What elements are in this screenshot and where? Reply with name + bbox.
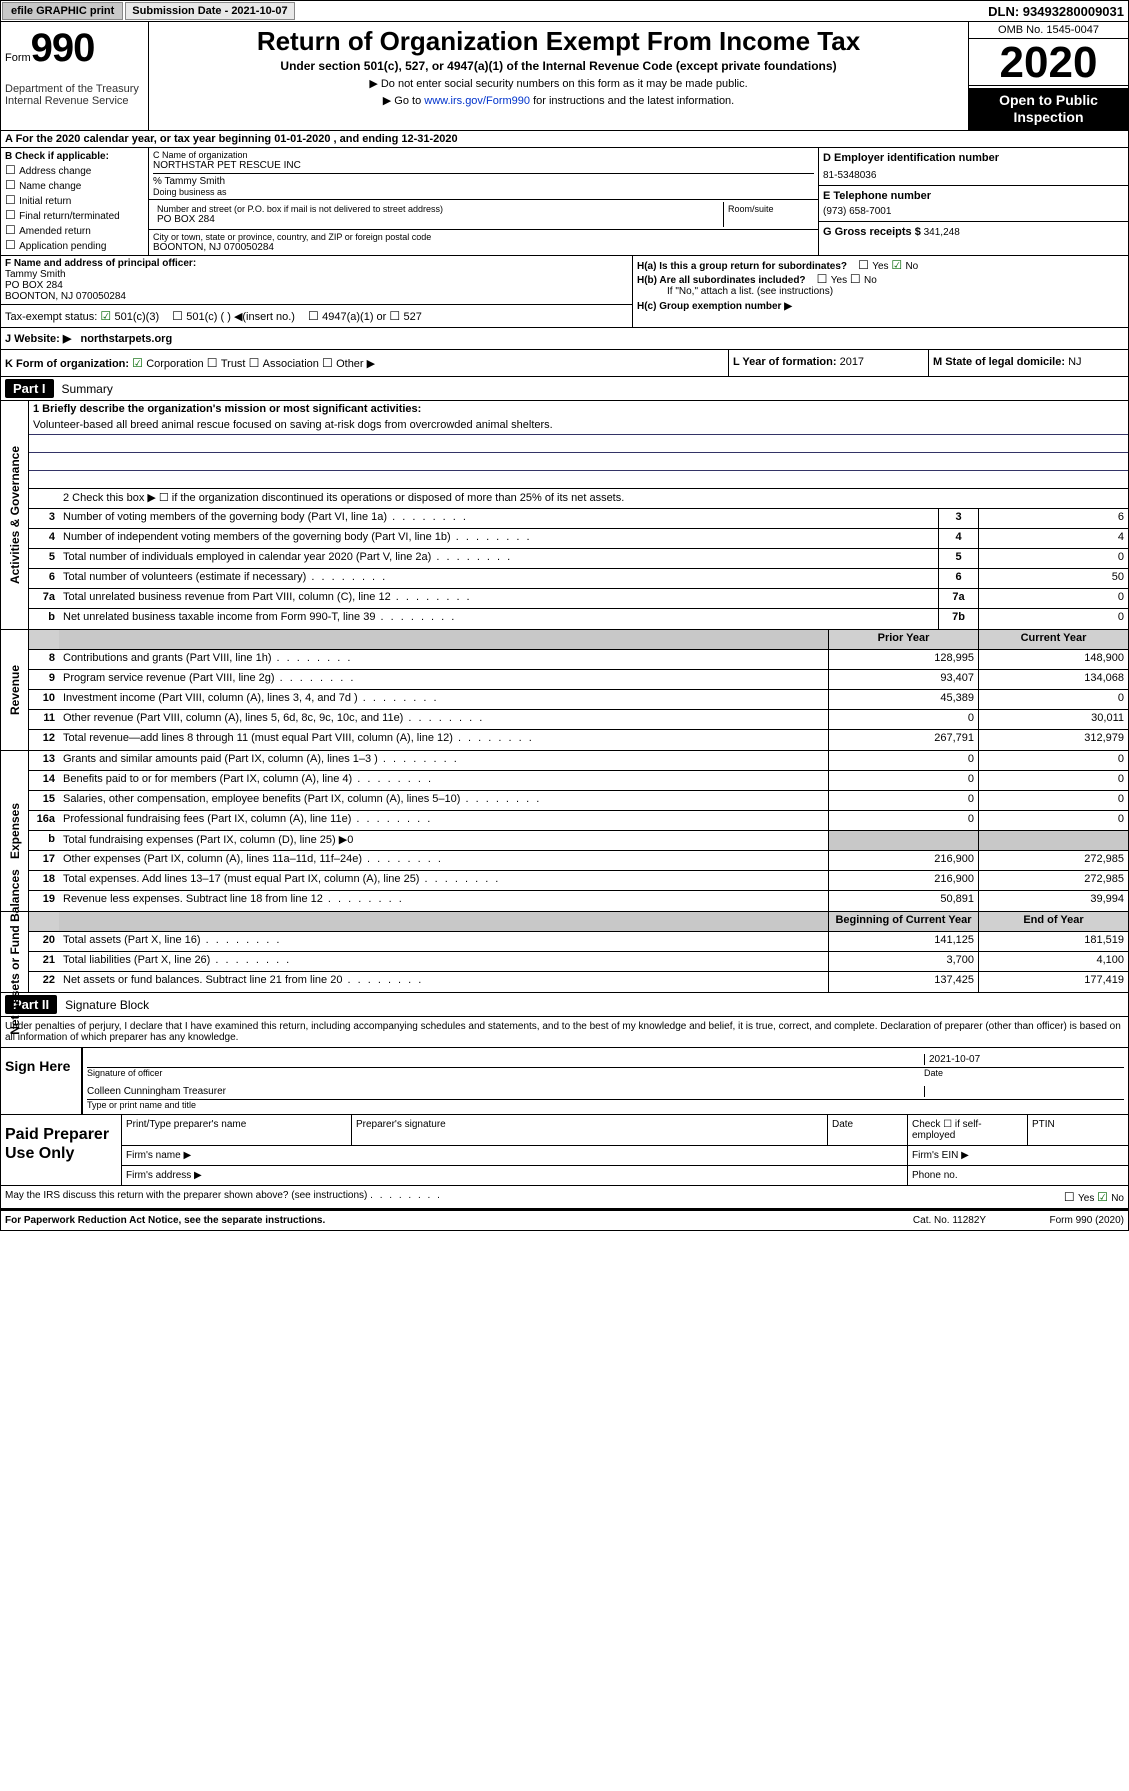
k-corp[interactable]: Corporation xyxy=(132,358,204,370)
expenses-section: Expenses 13 Grants and similar amounts p… xyxy=(0,751,1129,912)
open-to-public: Open to Public Inspection xyxy=(969,88,1128,130)
city-addr: BOONTON, NJ 070050284 xyxy=(153,242,814,253)
dln: DLN: 93493280009031 xyxy=(988,4,1128,19)
website: northstarpets.org xyxy=(81,333,173,345)
chk-name[interactable]: Name change xyxy=(5,178,144,192)
row-KLM: K Form of organization: Corporation Trus… xyxy=(0,350,1129,377)
ag-line-b: b Net unrelated business taxable income … xyxy=(29,609,1128,629)
rev-line-11: 11 Other revenue (Part VIII, column (A),… xyxy=(29,710,1128,730)
dept: Department of the Treasury Internal Reve… xyxy=(5,83,144,107)
discuss-no[interactable]: No xyxy=(1097,1193,1124,1204)
chk-527[interactable]: 527 xyxy=(389,311,421,323)
topbar: efile GRAPHIC print Submission Date - 20… xyxy=(0,0,1129,22)
officer-name: Tammy Smith xyxy=(5,269,628,280)
ha-no[interactable]: No xyxy=(891,261,918,272)
form-title: Return of Organization Exempt From Incom… xyxy=(155,26,962,57)
efile-btn[interactable]: efile GRAPHIC print xyxy=(2,2,123,20)
col-D: D Employer identification number 81-5348… xyxy=(818,148,1128,255)
k-other[interactable]: Other ▶ xyxy=(322,358,375,370)
na-line-22: 22 Net assets or fund balances. Subtract… xyxy=(29,972,1128,992)
submission-date: Submission Date - 2021-10-07 xyxy=(125,2,294,20)
chk-501c[interactable]: 501(c) ( ) ◀(insert no.) xyxy=(172,311,295,323)
ag-line-3: 3 Number of voting members of the govern… xyxy=(29,509,1128,529)
hb-yes[interactable]: Yes xyxy=(817,275,847,286)
chk-501c3[interactable]: 501(c)(3) xyxy=(100,311,159,323)
ag-line-7a: 7a Total unrelated business revenue from… xyxy=(29,589,1128,609)
perjury-statement: Under penalties of perjury, I declare th… xyxy=(0,1017,1129,1048)
col-C: C Name of organization NORTHSTAR PET RES… xyxy=(149,148,818,255)
na-line-21: 21 Total liabilities (Part X, line 26) 3… xyxy=(29,952,1128,972)
state-domicile: NJ xyxy=(1068,356,1081,368)
form-prefix: Form xyxy=(5,52,31,64)
discuss-yes[interactable]: Yes xyxy=(1064,1193,1094,1204)
header-info: B Check if applicable: Address change Na… xyxy=(0,148,1129,256)
chk-final[interactable]: Final return/terminated xyxy=(5,208,144,222)
revenue-section: Revenue Prior YearCurrent Year 8 Contrib… xyxy=(0,630,1129,751)
row-A: A For the 2020 calendar year, or tax yea… xyxy=(0,131,1129,148)
row-FH: F Name and address of principal officer:… xyxy=(0,256,1129,328)
paid-preparer: Paid Preparer Use Only Print/Type prepar… xyxy=(0,1115,1129,1186)
phone: (973) 658-7001 xyxy=(823,206,1124,217)
rev-line-10: 10 Investment income (Part VIII, column … xyxy=(29,690,1128,710)
street-addr: PO BOX 284 xyxy=(157,214,719,225)
part-I-hdr: Part ISummary xyxy=(0,377,1129,401)
note1: ▶ Do not enter social security numbers o… xyxy=(155,77,962,90)
exp-line-16a: 16a Professional fundraising fees (Part … xyxy=(29,811,1128,831)
chk-address[interactable]: Address change xyxy=(5,163,144,177)
org-name: NORTHSTAR PET RESCUE INC xyxy=(153,160,814,171)
rev-line-12: 12 Total revenue—add lines 8 through 11 … xyxy=(29,730,1128,750)
irs-link[interactable]: www.irs.gov/Form990 xyxy=(424,95,530,107)
chk-amended[interactable]: Amended return xyxy=(5,223,144,237)
row-J: J Website: ▶ northstarpets.org xyxy=(0,328,1129,350)
na-line-20: 20 Total assets (Part X, line 16) 141,12… xyxy=(29,932,1128,952)
exp-line-b: b Total fundraising expenses (Part IX, c… xyxy=(29,831,1128,851)
part-II-hdr: Part IISignature Block xyxy=(0,993,1129,1017)
chk-4947[interactable]: 4947(a)(1) or xyxy=(308,311,386,323)
year-formation: 2017 xyxy=(840,356,864,368)
hb-no[interactable]: No xyxy=(850,275,877,286)
omb: OMB No. 1545-0047 xyxy=(969,22,1128,39)
note2: ▶ Go to www.irs.gov/Form990 for instruct… xyxy=(155,94,962,107)
chk-initial[interactable]: Initial return xyxy=(5,193,144,207)
ag-line-4: 4 Number of independent voting members o… xyxy=(29,529,1128,549)
ag-line-6: 6 Total number of volunteers (estimate i… xyxy=(29,569,1128,589)
discuss-row: May the IRS discuss this return with the… xyxy=(0,1186,1129,1209)
tax-year: 2020 xyxy=(969,41,1128,86)
ag-line-5: 5 Total number of individuals employed i… xyxy=(29,549,1128,569)
ein: 81-5348036 xyxy=(823,170,1124,181)
form-header: Form990 Department of the Treasury Inter… xyxy=(0,22,1129,131)
officer-addr: PO BOX 284 BOONTON, NJ 070050284 xyxy=(5,280,628,302)
exp-line-13: 13 Grants and similar amounts paid (Part… xyxy=(29,751,1128,771)
exp-line-19: 19 Revenue less expenses. Subtract line … xyxy=(29,891,1128,911)
exp-line-17: 17 Other expenses (Part IX, column (A), … xyxy=(29,851,1128,871)
mission: Volunteer-based all breed animal rescue … xyxy=(29,417,1128,435)
subtitle: Under section 501(c), 527, or 4947(a)(1)… xyxy=(155,59,962,73)
footer: For Paperwork Reduction Act Notice, see … xyxy=(0,1211,1129,1231)
form-number: 990 xyxy=(31,26,95,70)
exp-line-14: 14 Benefits paid to or for members (Part… xyxy=(29,771,1128,791)
activities-governance: Activities & Governance 1 Briefly descri… xyxy=(0,401,1129,630)
rev-line-8: 8 Contributions and grants (Part VIII, l… xyxy=(29,650,1128,670)
exp-line-15: 15 Salaries, other compensation, employe… xyxy=(29,791,1128,811)
ha-yes[interactable]: Yes xyxy=(858,261,888,272)
rev-line-9: 9 Program service revenue (Part VIII, li… xyxy=(29,670,1128,690)
gross-receipts: 341,248 xyxy=(924,227,960,238)
col-B: B Check if applicable: Address change Na… xyxy=(1,148,149,255)
chk-pending[interactable]: Application pending xyxy=(5,238,144,252)
sign-here: Sign Here 2021-10-07 Signature of office… xyxy=(0,1048,1129,1115)
k-trust[interactable]: Trust xyxy=(207,358,246,370)
exp-line-18: 18 Total expenses. Add lines 13–17 (must… xyxy=(29,871,1128,891)
netassets-section: Net Assets or Fund Balances Beginning of… xyxy=(0,912,1129,993)
k-assoc[interactable]: Association xyxy=(249,358,319,370)
officer-printed: Colleen Cunningham Treasurer xyxy=(87,1086,924,1097)
